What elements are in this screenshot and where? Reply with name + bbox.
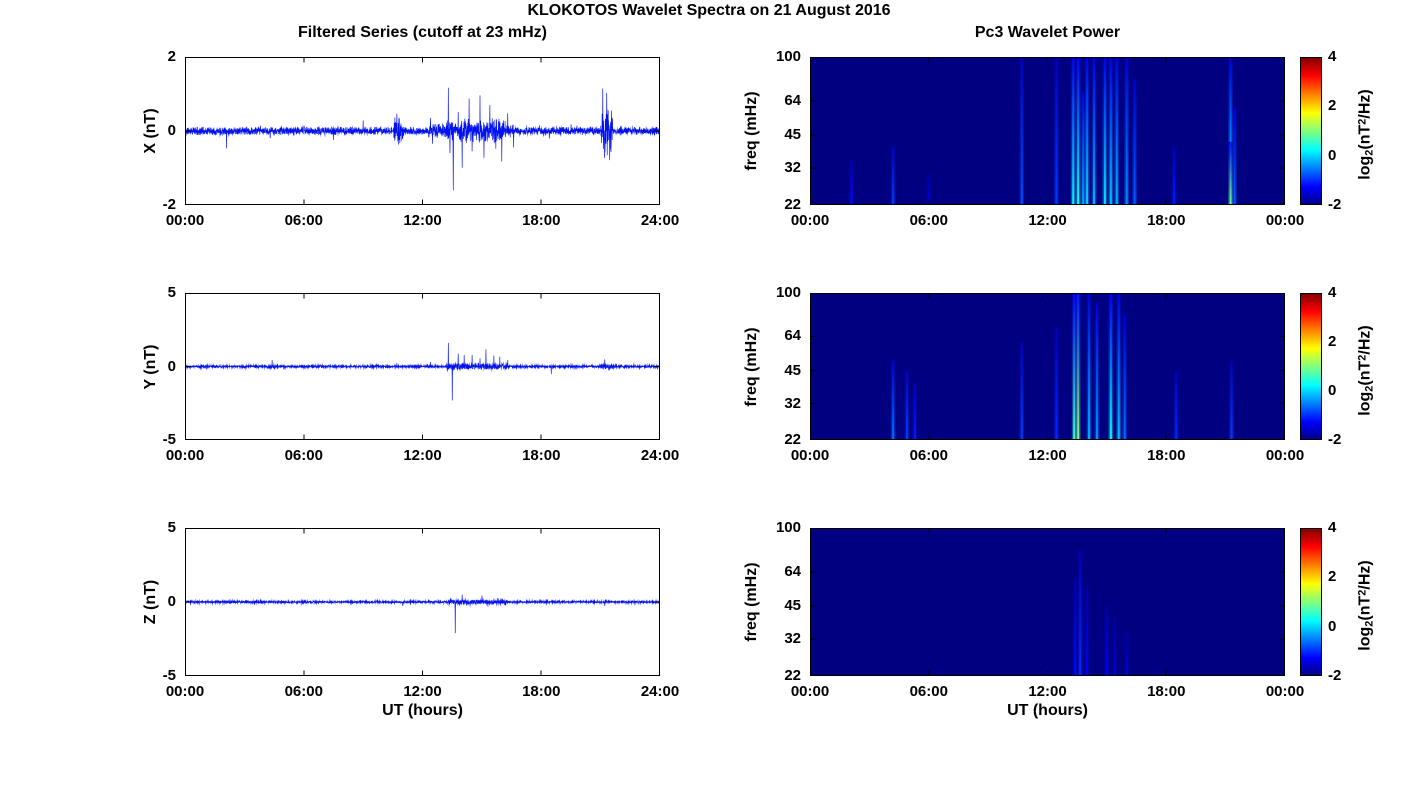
wavelet-x-panel (810, 57, 1285, 205)
x-tick-label: 12:00 (1028, 447, 1067, 464)
colorbar-tick-label: 0 (1328, 382, 1337, 399)
timeseries-z-panel (185, 528, 660, 676)
x-tick-label: 12:00 (1028, 212, 1067, 229)
colorbar-z (1300, 528, 1322, 676)
y-tick-label: 0 (167, 122, 176, 139)
y-tick-label: 5 (167, 519, 176, 536)
timeseries-y-panel (185, 293, 660, 440)
x-tick-label: 06:00 (284, 212, 323, 229)
colorbar-tick-label: 4 (1328, 48, 1337, 65)
y-tick-label: 100 (775, 519, 801, 536)
xlabel-right: UT (hours) (1007, 702, 1088, 719)
y-tick-label: 0 (167, 357, 176, 375)
x-tick-label: 00:00 (790, 212, 830, 229)
y-tick-label: 100 (775, 284, 801, 301)
x-tick-label: 00:00 (165, 212, 205, 229)
x-tick-label: 00:00 (1265, 447, 1305, 464)
x-tick-label: 12:00 (403, 212, 442, 229)
y-tick-label: 64 (784, 562, 801, 580)
y-tick-label: 100 (775, 48, 801, 65)
colorbar-label-sup: 2 (1356, 589, 1369, 596)
colorbar-y (1300, 293, 1322, 440)
x-tick-label: 24:00 (640, 683, 680, 700)
y-tick-label: -2 (162, 196, 176, 213)
x-tick-label: 06:00 (909, 447, 948, 464)
x-tick-label: 18:00 (522, 212, 561, 229)
colorbar-label-x: log2(nT2/Hz) (1352, 50, 1381, 220)
colorbar-tick-label: 4 (1328, 284, 1337, 301)
y-tick-label: 2 (167, 48, 176, 65)
y-tick-label: -5 (162, 667, 176, 684)
x-tick-label: 06:00 (909, 212, 948, 229)
figure-title: KLOKOTOS Wavelet Spectra on 21 August 20… (527, 2, 891, 19)
colorbar-x (1300, 57, 1322, 205)
colorbar-tick-label: -2 (1328, 667, 1342, 684)
y-tick-label: 45 (784, 126, 801, 144)
y-tick-label: 0 (167, 593, 176, 610)
x-tick-label: 06:00 (909, 683, 948, 700)
y-tick-label: 64 (784, 327, 801, 345)
x-tick-label: 12:00 (403, 683, 442, 700)
x-tick-label: 12:00 (403, 447, 442, 464)
x-tick-label: 18:00 (522, 683, 561, 700)
wavelet-z-panel (810, 528, 1285, 676)
colorbar-tick-label: 0 (1328, 146, 1337, 164)
x-tick-label: 24:00 (640, 447, 680, 464)
xlabel-left: UT (hours) (382, 702, 463, 719)
y-tick-label: 32 (784, 159, 801, 177)
y-tick-label: 45 (784, 361, 801, 379)
y-tick-label: 22 (784, 196, 801, 213)
colorbar-label-z: log2(nT2/Hz) (1352, 521, 1381, 691)
colorbar-tick-label: -2 (1328, 196, 1342, 213)
x-tick-label: 06:00 (284, 447, 323, 464)
x-tick-label: 00:00 (790, 447, 830, 464)
x-tick-label: 00:00 (1265, 212, 1305, 229)
y-tick-label: 5 (167, 284, 176, 301)
wavelet-y-panel (810, 293, 1285, 440)
x-tick-label: 06:00 (284, 683, 323, 700)
y-tick-label: 22 (784, 431, 801, 448)
x-tick-label: 18:00 (1147, 447, 1186, 464)
x-tick-label: 12:00 (1028, 683, 1067, 700)
y-tick-label: 22 (784, 667, 801, 684)
x-tick-label: 18:00 (522, 447, 561, 464)
y-tick-label: 64 (784, 91, 801, 109)
left-column-title: Filtered Series (cutoff at 23 mHz) (298, 24, 547, 41)
y-tick-label: 32 (784, 630, 801, 648)
colorbar-tick-label: 2 (1328, 333, 1337, 350)
colorbar-label-sup: 2 (1356, 118, 1369, 125)
x-tick-label: 24:00 (640, 212, 680, 229)
colorbar-tick-label: 2 (1328, 97, 1337, 115)
colorbar-tick-label: 0 (1328, 617, 1337, 635)
colorbar-tick-label: 4 (1328, 519, 1337, 536)
colorbar-tick-label: -2 (1328, 431, 1342, 448)
x-tick-label: 00:00 (790, 683, 830, 700)
y-tick-label: -5 (162, 431, 176, 448)
colorbar-label-y: log2(nT2/Hz) (1352, 285, 1381, 455)
timeseries-x-panel (185, 57, 660, 205)
y-tick-label: 32 (784, 394, 801, 412)
right-column-title: Pc3 Wavelet Power (974, 24, 1121, 41)
y-tick-label: 45 (784, 597, 801, 615)
colorbar-tick-label: 2 (1328, 568, 1337, 586)
x-tick-label: 18:00 (1147, 212, 1186, 229)
colorbar-label-sup: 2 (1356, 354, 1369, 361)
x-tick-label: 00:00 (1265, 683, 1305, 700)
x-tick-label: 18:00 (1147, 683, 1186, 700)
x-tick-label: 00:00 (165, 447, 205, 464)
x-tick-label: 00:00 (165, 683, 205, 700)
